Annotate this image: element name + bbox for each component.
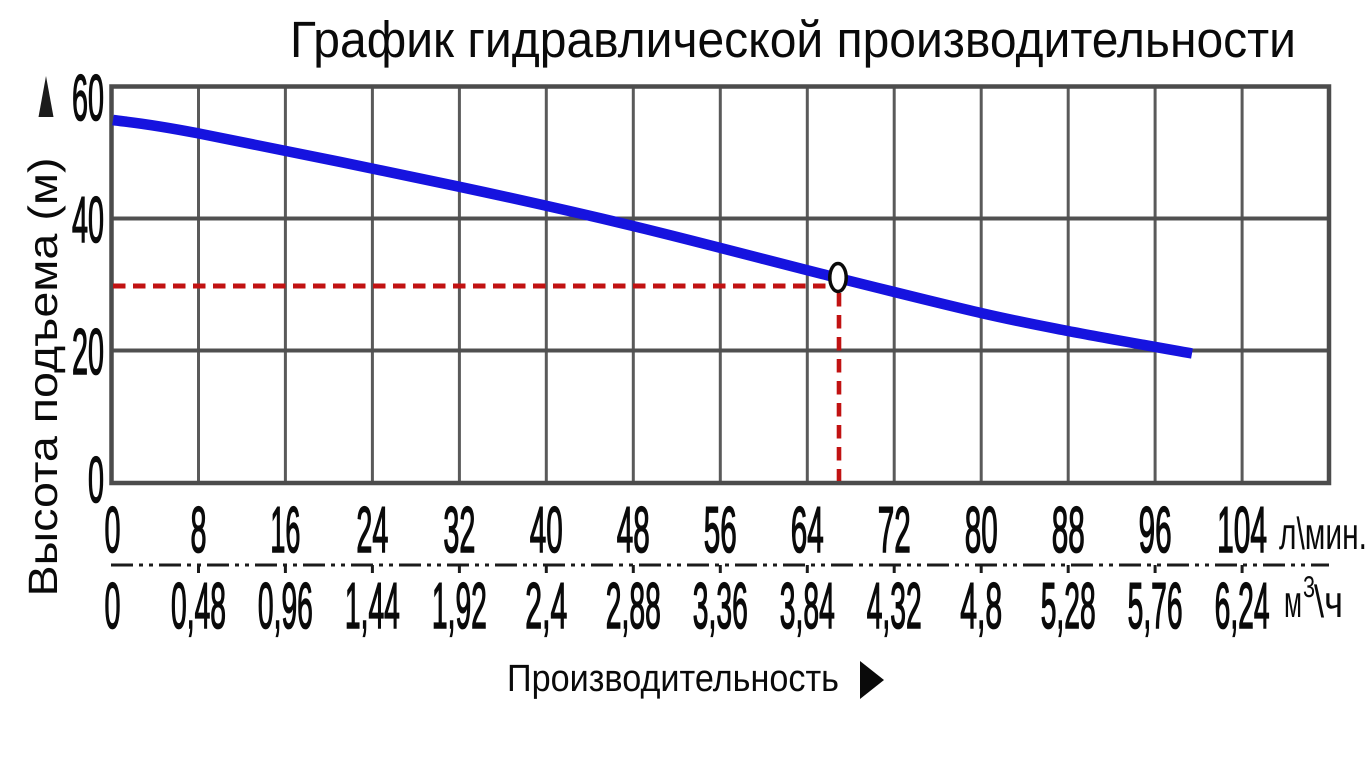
svg-text:64: 64 [791,493,824,566]
svg-text:3,36: 3,36 [693,569,748,642]
svg-text:4,32: 4,32 [867,569,922,642]
svg-text:\ч: \ч [1314,576,1343,627]
svg-text:0: 0 [88,443,104,516]
svg-text:2,88: 2,88 [606,569,661,642]
svg-text:60: 60 [72,61,104,134]
svg-text:1,92: 1,92 [432,569,487,642]
svg-text:0,96: 0,96 [258,569,313,642]
svg-text:40: 40 [72,183,104,256]
svg-text:8: 8 [191,493,207,566]
svg-text:16: 16 [270,493,300,566]
svg-text:График гидравлической производ: График гидравлической производительности [290,11,1296,68]
svg-text:Производительность: Производительность [507,658,839,700]
svg-text:2,4: 2,4 [525,569,567,642]
svg-text:3: 3 [1303,571,1315,604]
svg-text:96: 96 [1139,493,1172,566]
svg-text:72: 72 [878,493,911,566]
svg-text:80: 80 [965,493,998,566]
svg-text:4,8: 4,8 [960,569,1002,642]
svg-text:6,24: 6,24 [1215,569,1270,642]
svg-text:24: 24 [356,493,388,566]
svg-text:32: 32 [443,493,475,566]
svg-text:20: 20 [72,315,104,388]
svg-text:Высота подъема (м): Высота подъема (м) [20,158,66,597]
svg-text:3,84: 3,84 [780,569,835,642]
svg-text:48: 48 [617,493,650,566]
svg-text:м: м [1284,576,1302,627]
svg-text:40: 40 [530,493,563,566]
svg-text:0: 0 [105,569,121,642]
svg-text:л\мин.: л\мин. [1279,508,1367,559]
svg-text:0: 0 [105,493,121,566]
svg-text:0,48: 0,48 [171,569,226,642]
svg-text:1,44: 1,44 [345,569,400,642]
svg-text:5,28: 5,28 [1041,569,1096,642]
svg-text:56: 56 [704,493,737,566]
svg-text:88: 88 [1052,493,1085,566]
svg-text:5,76: 5,76 [1128,569,1183,642]
svg-text:104: 104 [1217,493,1267,566]
